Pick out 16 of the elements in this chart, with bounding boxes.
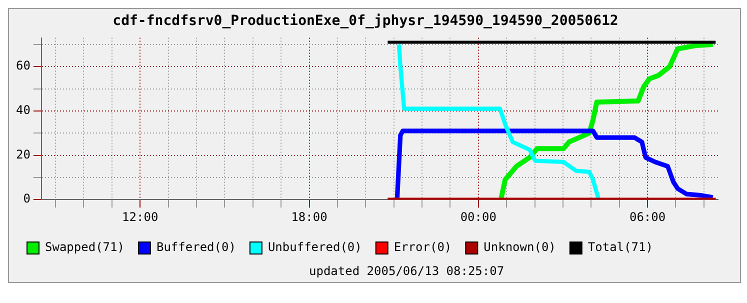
y-tick-label: 60 (16, 58, 30, 73)
y-tick-label: 40 (16, 103, 30, 118)
x-tick-label: 06:00 (629, 210, 666, 224)
chart-title: cdf-fncdfsrv0_ProductionExe_0f_jphysr_194590_194590_20050612 (112, 13, 618, 30)
legend-label: Unbuffered(0) (268, 240, 362, 254)
legend-label: Total(71) (588, 240, 653, 254)
text: updated 2005/06/13 08:25:07 (308, 264, 506, 280)
legend-label: Error(0) (394, 240, 452, 254)
legend-label: Swapped(71) (45, 240, 124, 254)
x-tick-label: 18:00 (291, 210, 328, 224)
legend-label: Unknown(0) (484, 240, 556, 254)
legend-label: Buffered(0) (156, 240, 236, 254)
y-tick-label: 0 (23, 192, 30, 206)
x-tick-label: 00:00 (460, 210, 496, 224)
x-tick-label: 12:00 (122, 210, 158, 224)
y-tick-label: 20 (16, 147, 30, 162)
